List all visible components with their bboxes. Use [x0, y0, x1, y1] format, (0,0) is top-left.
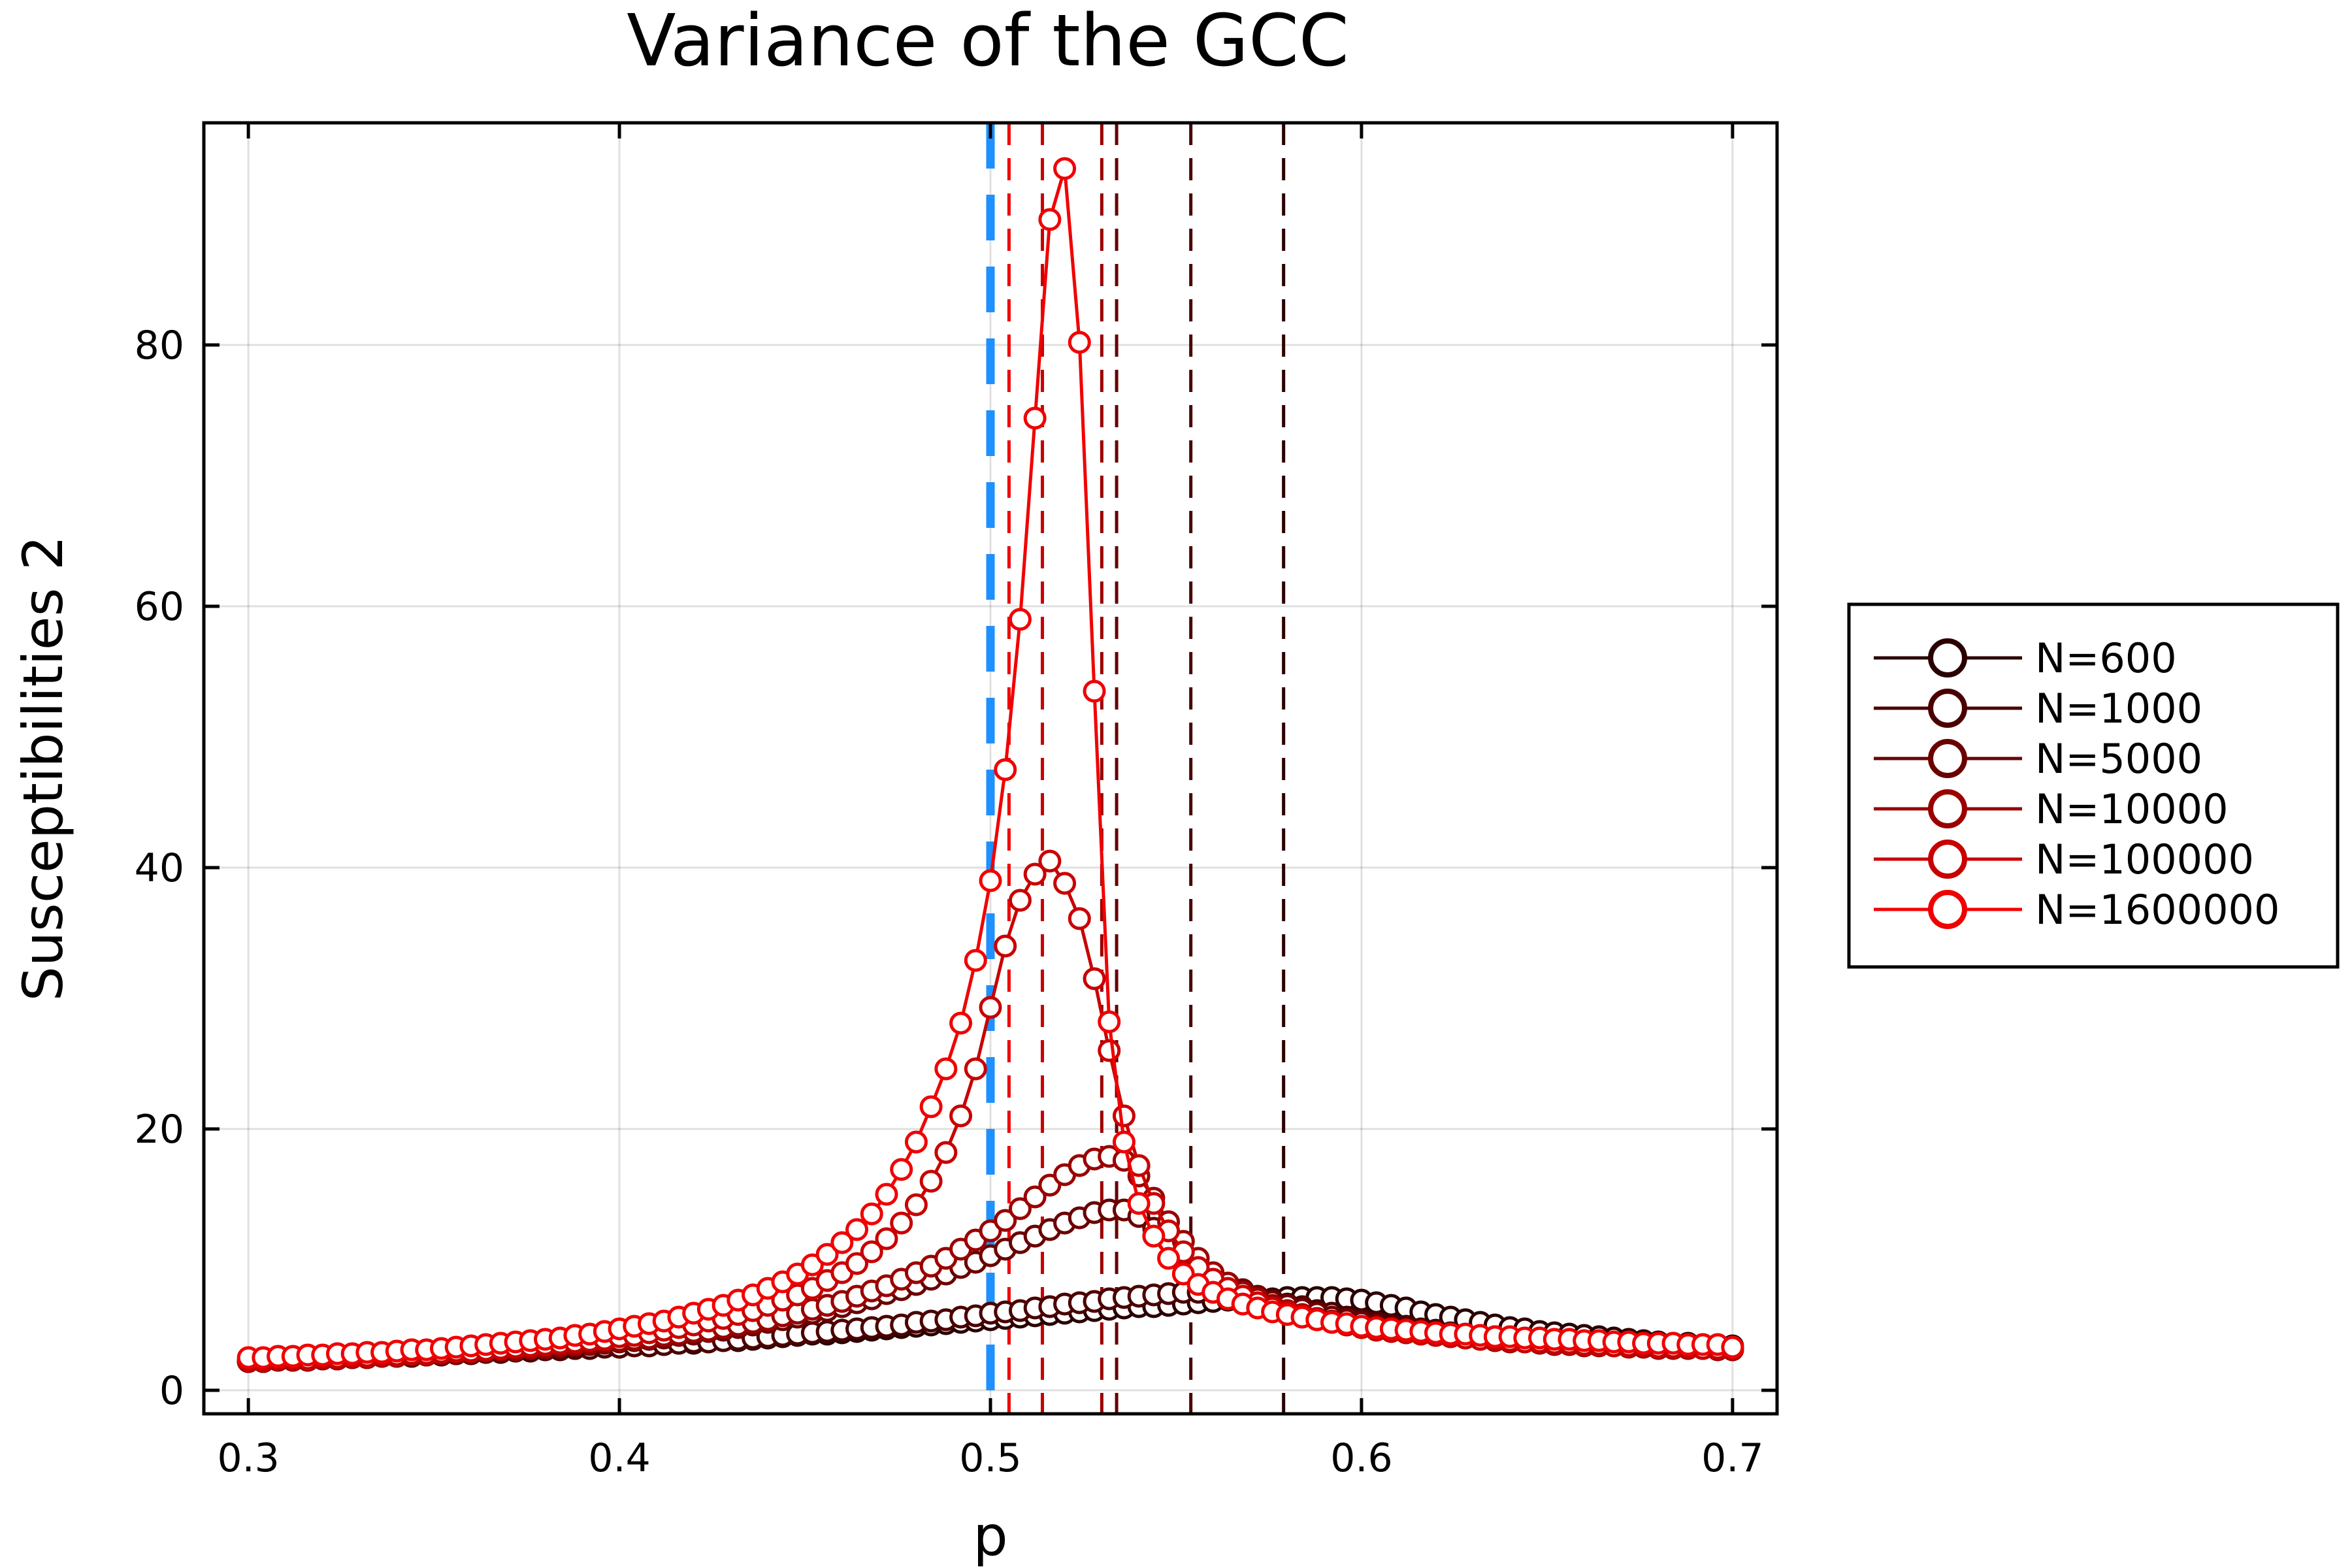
- data-point: [994, 758, 1017, 781]
- x-tick-label: 0.7: [1701, 1435, 1763, 1481]
- legend-swatch-marker: [1928, 739, 1967, 778]
- data-point: [845, 1252, 869, 1275]
- data-point: [860, 1202, 883, 1226]
- data-point: [994, 934, 1017, 958]
- data-point: [1112, 1104, 1135, 1128]
- data-point: [979, 996, 1002, 1019]
- data-point: [949, 1011, 973, 1035]
- data-point: [1721, 1335, 1744, 1359]
- data-point: [1068, 331, 1091, 354]
- data-point: [860, 1240, 883, 1264]
- y-tick-label: 0: [159, 1368, 184, 1414]
- data-point: [1053, 157, 1077, 180]
- x-tick-label: 0.3: [217, 1435, 279, 1481]
- data-point: [815, 1243, 839, 1266]
- data-point: [919, 1169, 943, 1193]
- data-point: [890, 1211, 913, 1235]
- data-point: [1023, 406, 1047, 430]
- data-point: [1023, 1185, 1047, 1209]
- legend-swatch-marker: [1928, 890, 1967, 929]
- data-point: [1127, 1192, 1151, 1215]
- data-point: [1008, 1197, 1032, 1220]
- legend: N=600N=1000N=5000N=10000N=100000N=160000…: [1847, 602, 2340, 969]
- data-point: [1008, 608, 1032, 631]
- data-point: [830, 1231, 854, 1254]
- data-point: [890, 1158, 913, 1181]
- data-point: [904, 1130, 928, 1154]
- data-point: [1023, 862, 1047, 886]
- legend-label: N=600: [2035, 634, 2177, 682]
- series-6: [237, 157, 1744, 1369]
- data-point: [904, 1193, 928, 1217]
- data-point: [949, 1104, 973, 1128]
- data-point: [964, 949, 987, 972]
- data-point: [964, 1057, 987, 1081]
- data-point: [875, 1227, 898, 1250]
- y-tick-label: 60: [135, 584, 184, 630]
- y-tick-label: 80: [135, 323, 184, 368]
- data-point: [845, 1218, 869, 1241]
- x-tick-label: 0.6: [1330, 1435, 1392, 1481]
- data-point: [979, 869, 1002, 892]
- data-point: [1083, 679, 1106, 703]
- data-point: [1098, 1039, 1121, 1062]
- data-point: [934, 1057, 958, 1081]
- data-point: [1142, 1224, 1166, 1248]
- data-point: [1068, 907, 1091, 930]
- data-point: [1098, 1010, 1121, 1034]
- y-tick-label: 40: [135, 845, 184, 891]
- legend-label: N=10000: [2035, 785, 2229, 833]
- legend-swatch-marker: [1928, 840, 1967, 879]
- data-point: [1038, 849, 1062, 873]
- data-point: [1112, 1130, 1135, 1154]
- data-point: [919, 1095, 943, 1119]
- data-point: [1038, 208, 1062, 231]
- data-point: [1157, 1247, 1181, 1270]
- data-point: [1083, 967, 1106, 990]
- x-tick-label: 0.5: [959, 1435, 1021, 1481]
- data-point: [1053, 872, 1077, 895]
- legend-swatch-marker: [1928, 638, 1967, 678]
- x-axis-title: p: [973, 1504, 1007, 1568]
- legend-swatch-marker: [1928, 789, 1967, 828]
- legend-label: N=100000: [2035, 836, 2254, 883]
- legend-swatch-marker: [1928, 689, 1967, 728]
- y-axis-title: Susceptibilities 2: [11, 536, 75, 1002]
- data-point: [994, 1209, 1017, 1232]
- axis-ticks: 0.3 0.4 0.5 0.6 0.7 0 20 40 60 80: [135, 123, 1777, 1481]
- legend-label: N=1600000: [2035, 886, 2279, 934]
- data-series: [237, 157, 1744, 1373]
- y-tick-label: 20: [135, 1107, 184, 1152]
- data-point: [934, 1141, 958, 1164]
- chart-title: Variance of the GCC: [627, 0, 1348, 82]
- legend-label: N=5000: [2035, 735, 2202, 783]
- legend-label: N=1000: [2035, 685, 2202, 732]
- data-point: [875, 1183, 898, 1206]
- x-tick-label: 0.4: [588, 1435, 650, 1481]
- data-point: [1008, 889, 1032, 912]
